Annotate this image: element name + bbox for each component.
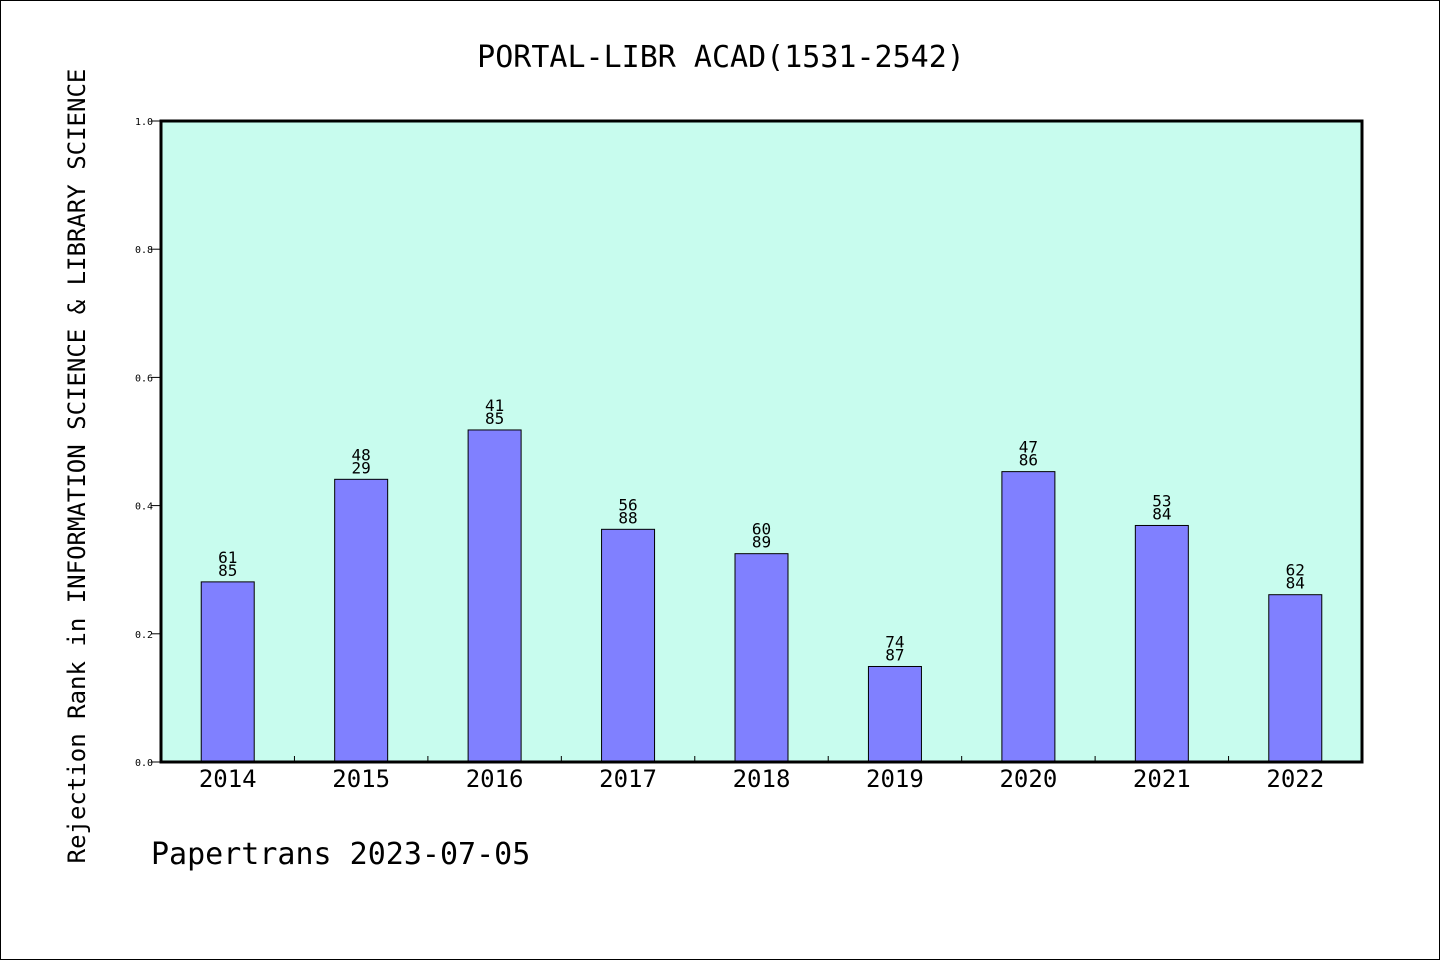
data-label-bottom: 84 (1152, 504, 1171, 523)
data-label-top: 41 (485, 396, 504, 415)
x-tick-label: 2022 (1266, 765, 1324, 793)
x-tick-label: 2021 (1133, 765, 1191, 793)
data-label-top: 47 (1019, 438, 1038, 457)
plot-border (159, 119, 1364, 764)
x-tick-label: 2018 (733, 765, 791, 793)
y-tick-label: 0.8 (135, 245, 153, 256)
x-tick-label: 2020 (999, 765, 1057, 793)
x-tick-label: 2014 (199, 765, 257, 793)
bar-2018 (734, 553, 789, 763)
y-tick-label: 0.2 (135, 630, 153, 641)
data-label-top: 60 (752, 520, 771, 539)
y-axis-label: Rejection Rank in INFORMATION SCIENCE & … (63, 69, 91, 864)
data-label-bottom: 89 (752, 533, 771, 552)
y-tick-label: 0.0 (135, 758, 153, 769)
data-label-top: 53 (1152, 491, 1171, 510)
data-label-top: 62 (1286, 561, 1305, 580)
bar-2014 (200, 581, 255, 763)
bar-2019 (867, 665, 922, 763)
bar-2017 (601, 528, 656, 763)
bar-2020 (1001, 471, 1056, 763)
x-tick-label: 2015 (332, 765, 390, 793)
bar-2021 (1134, 524, 1189, 763)
y-tick-label: 0.4 (135, 502, 153, 513)
data-label-top: 48 (352, 445, 371, 464)
chart-title: PORTAL-LIBR ACAD(1531-2542) (477, 40, 965, 75)
y-axis-ticks: 0.0 0.2 0.4 0.6 0.8 1.0 (135, 117, 161, 769)
bar-2015 (334, 478, 389, 763)
data-label-bottom: 88 (618, 508, 637, 527)
footer-text: Papertrans 2023-07-05 (151, 837, 530, 872)
data-label-bottom: 29 (352, 458, 371, 477)
bars-group (200, 429, 1323, 763)
data-label-bottom: 86 (1019, 451, 1038, 470)
data-label-bottom: 87 (885, 645, 904, 664)
data-label-bottom: 85 (218, 561, 237, 580)
data-label-bottom: 84 (1286, 574, 1305, 593)
x-tick-label: 2016 (466, 765, 524, 793)
data-label-bottom: 85 (485, 409, 504, 428)
x-tick-label: 2017 (599, 765, 657, 793)
y-tick-label: 1.0 (135, 117, 153, 128)
bar-2016 (467, 429, 522, 763)
data-label-top: 61 (218, 548, 237, 567)
x-axis-ticks: 2014 2015 2016 2017 2018 2019 2020 2021 2022 (199, 756, 1324, 793)
bar-2022 (1268, 594, 1323, 763)
x-tick-label: 2019 (866, 765, 924, 793)
data-label-top: 74 (885, 632, 904, 651)
data-label-top: 56 (618, 495, 637, 514)
y-tick-label: 0.6 (135, 373, 153, 384)
